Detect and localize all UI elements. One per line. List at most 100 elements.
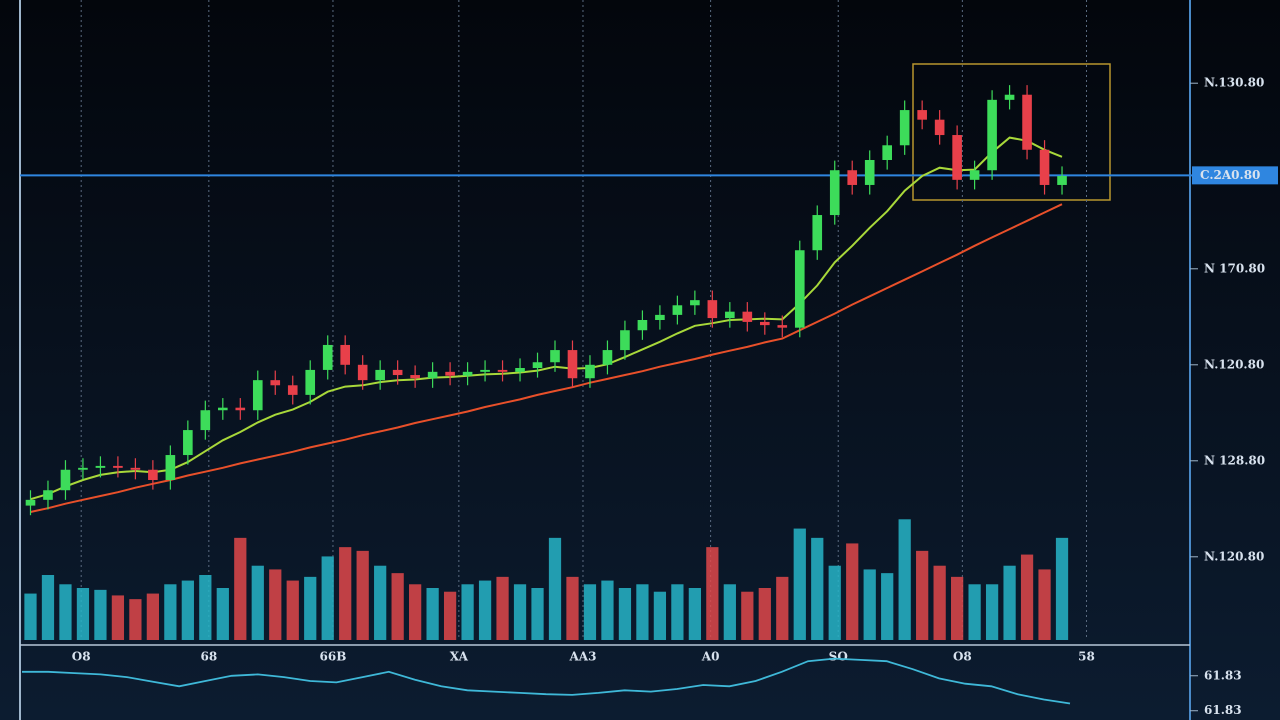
x-tick-label: O8	[72, 650, 91, 664]
candle-body	[445, 371, 455, 376]
volume-bar	[129, 599, 142, 640]
volume-bar	[723, 584, 736, 640]
volume-bar	[898, 519, 911, 640]
volume-bar	[199, 575, 212, 640]
volume-bar	[793, 528, 806, 640]
candle-body	[305, 369, 316, 395]
volume-bar	[164, 584, 177, 640]
y-tick-label: N.120.80	[1204, 549, 1264, 563]
candle-body	[847, 170, 858, 185]
volume-bar	[443, 591, 457, 640]
volume-bar	[671, 584, 684, 640]
volume-bar	[618, 588, 632, 640]
candle-body	[672, 305, 683, 315]
volume-bar	[548, 537, 562, 640]
oscillator-tick-label: 61.83	[1204, 703, 1242, 717]
volume-bar	[461, 584, 474, 640]
candle-body	[777, 325, 788, 328]
candle-body	[375, 369, 385, 381]
candle-body	[78, 467, 88, 470]
candle-body	[602, 350, 613, 365]
volume-bar	[531, 588, 544, 640]
volume-bar	[776, 576, 789, 640]
candle-body	[252, 380, 263, 411]
volume-bar	[59, 584, 72, 640]
candle-body	[794, 250, 805, 328]
volume-bar	[741, 591, 754, 640]
candle-body	[497, 369, 508, 372]
volume-bar	[601, 580, 614, 640]
x-tick-label: 66B	[320, 650, 347, 664]
x-tick-label: XA	[450, 650, 469, 664]
volume-bar	[811, 537, 824, 640]
volume-bar	[24, 593, 37, 640]
y-tick-label: N 128.80	[1204, 453, 1265, 467]
volume-bar	[863, 569, 876, 640]
volume-bar	[181, 580, 194, 640]
volume-bar	[478, 580, 492, 640]
candle-body	[829, 170, 840, 216]
candle-body	[218, 407, 228, 411]
oscillator-line	[22, 657, 1071, 705]
candle-body	[148, 469, 158, 480]
candle-body	[43, 490, 53, 500]
candle-body	[270, 380, 281, 386]
volume-bar	[146, 593, 159, 640]
candle-body	[759, 321, 770, 326]
volume-bar	[706, 547, 719, 640]
candle-body	[917, 110, 927, 120]
x-tick-label: AA3	[568, 650, 596, 664]
volume-bar	[583, 584, 597, 640]
volume-bar	[1038, 569, 1051, 640]
volume-bar	[339, 547, 352, 640]
volume-bar	[391, 573, 404, 640]
volume-bar	[321, 556, 334, 640]
candle-body	[480, 369, 490, 372]
candle-body	[25, 499, 36, 506]
volume-bar	[636, 584, 649, 640]
moving-average	[30, 136, 1063, 501]
moving-average	[30, 203, 1063, 513]
candle-body	[655, 314, 665, 320]
volume-bar	[216, 588, 229, 640]
volume-bar	[41, 575, 55, 640]
candle-body	[462, 371, 473, 376]
y-tick-label: N.130.80	[1204, 76, 1264, 90]
volume-bar	[916, 550, 929, 640]
volume-bar	[409, 584, 422, 640]
volume-bar	[286, 580, 299, 640]
volume-bar	[933, 565, 946, 640]
x-tick-label: A0	[701, 650, 720, 664]
volume-bar	[566, 576, 579, 640]
candle-body	[340, 344, 351, 365]
candle-body	[882, 145, 892, 160]
candle-body	[987, 99, 997, 171]
candle-body	[515, 368, 525, 372]
candle-body	[1039, 149, 1050, 185]
volume-bar	[426, 588, 439, 640]
candle-body	[567, 350, 578, 379]
candle-body	[969, 170, 980, 180]
volume-bar	[758, 588, 771, 640]
volume-bar	[1003, 565, 1016, 640]
candle-body	[1004, 94, 1015, 100]
candle-body	[60, 469, 71, 491]
candle-body	[392, 369, 403, 376]
x-tick-label: SO	[829, 650, 848, 664]
price-label: C.2A0.80	[1200, 168, 1260, 182]
candle-body	[620, 330, 630, 351]
candle-body	[899, 110, 910, 146]
volume-bar	[356, 550, 369, 640]
volume-bar	[985, 584, 999, 640]
volume-bar	[881, 573, 894, 640]
candle-body	[952, 135, 962, 180]
candle-body	[200, 410, 211, 431]
x-tick-label: 58	[1078, 650, 1095, 664]
candle-body	[742, 311, 753, 322]
candle-body	[357, 364, 368, 381]
candle-body	[725, 311, 735, 319]
price-label-box	[1192, 166, 1278, 185]
volume-bar	[828, 565, 841, 640]
candle-body	[532, 362, 543, 368]
y-tick-label: N.120.80	[1204, 357, 1264, 371]
